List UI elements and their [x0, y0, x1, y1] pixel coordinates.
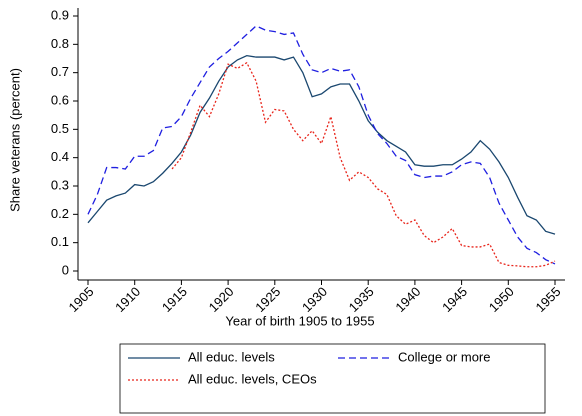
y-tick-label: 0: [62, 262, 69, 277]
x-tick-label: 1950: [486, 284, 517, 315]
legend-label: All educ. levels, CEOs: [188, 371, 317, 386]
x-tick-label: 1915: [159, 284, 190, 315]
legend-label: College or more: [398, 349, 491, 364]
x-tick-label: 1935: [346, 284, 377, 315]
legend-box: [119, 343, 546, 414]
x-tick-label: 1920: [206, 284, 237, 315]
x-tick-label: 1930: [299, 284, 330, 315]
x-tick-label: 1955: [532, 284, 563, 315]
legend-label: All educ. levels: [188, 349, 275, 364]
y-tick-label: 0.5: [51, 121, 69, 136]
x-tick-label: 1905: [65, 284, 96, 315]
x-tick-label: 1940: [392, 284, 423, 315]
y-tick-label: 0.2: [51, 206, 69, 221]
y-tick-label: 0.9: [51, 7, 69, 22]
y-tick-label: 0.7: [51, 64, 69, 79]
series-line: [171, 61, 556, 268]
series-line: [87, 54, 556, 235]
y-axis-label: Share veterans (percent): [7, 68, 22, 212]
x-tick-label: 1945: [439, 284, 470, 315]
x-axis-label: Year of birth 1905 to 1955: [225, 313, 374, 328]
y-tick-label: 0.6: [51, 92, 69, 107]
x-tick-label: 1925: [252, 284, 283, 315]
y-tick-label: 0.8: [51, 36, 69, 51]
series-line: [87, 25, 556, 265]
x-tick-label: 1910: [112, 284, 143, 315]
y-tick-label: 0.4: [51, 149, 69, 164]
y-tick-label: 0.3: [51, 177, 69, 192]
y-tick-label: 0.1: [51, 234, 69, 249]
